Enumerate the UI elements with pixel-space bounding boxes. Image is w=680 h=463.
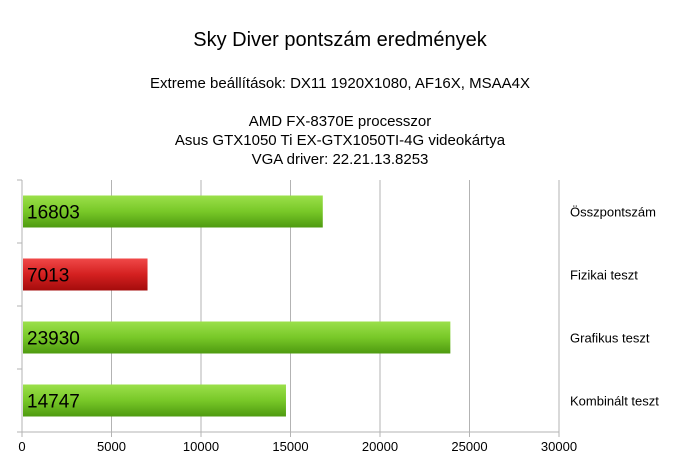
chart-subtitle-settings: Extreme beállítások: DX11 1920X1080, AF1… xyxy=(150,75,530,92)
category-label-0: Összpontszám xyxy=(570,205,656,220)
bar-value-label-1: 7013 xyxy=(27,266,69,287)
tick-label-x-15000: 15000 xyxy=(272,439,308,454)
bar-0 xyxy=(23,195,323,228)
tick-label-x-0: 0 xyxy=(18,439,25,454)
bar-1 xyxy=(23,258,148,291)
chart-title: Sky Diver pontszám eredmények xyxy=(193,29,487,51)
bar-2 xyxy=(23,321,451,354)
category-label-3: Kombinált teszt xyxy=(570,394,659,409)
chart-subtitle-gpu: Asus GTX1050 Ti EX-GTX1050TI-4G videokár… xyxy=(174,132,506,149)
bars xyxy=(23,195,451,417)
bar-value-label-0: 16803 xyxy=(27,203,80,224)
labels: 0 5000 10000 15000 20000 25000 30000 16803 Összp… xyxy=(18,203,659,455)
bar-3 xyxy=(23,384,286,417)
axes xyxy=(17,179,560,437)
category-label-1: Fizikai teszt xyxy=(570,268,638,283)
chart-subtitle-cpu: AMD FX-8370E processzor xyxy=(248,113,432,130)
tick-label-x-30000: 30000 xyxy=(541,439,577,454)
bar-value-label-3: 14747 xyxy=(27,392,80,413)
tick-label-x-25000: 25000 xyxy=(451,439,487,454)
tick-label-x-20000: 20000 xyxy=(362,439,398,454)
tick-label-x-5000: 5000 xyxy=(97,439,126,454)
bar-value-label-2: 23930 xyxy=(27,329,80,350)
tick-label-x-10000: 10000 xyxy=(183,439,219,454)
chart-subtitle-driver: VGA driver: 22.21.13.8253 xyxy=(251,151,429,168)
category-label-2: Grafikus teszt xyxy=(570,331,650,346)
